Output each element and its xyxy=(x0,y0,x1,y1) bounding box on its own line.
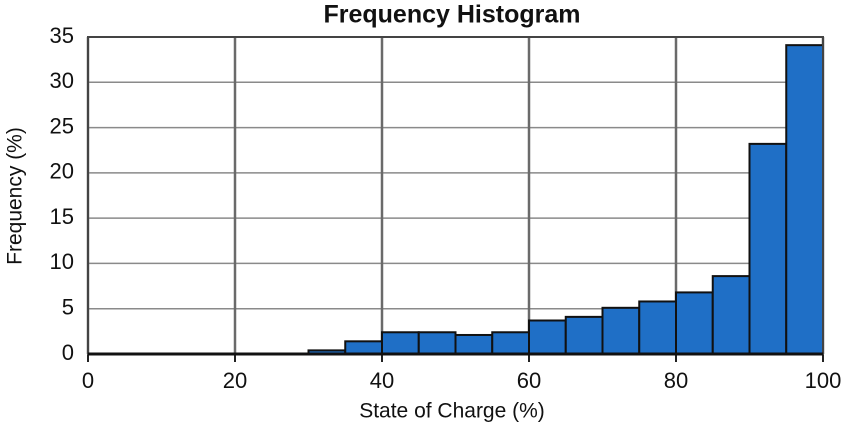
bar xyxy=(528,319,567,356)
bar xyxy=(564,315,604,356)
y-tick-label: 30 xyxy=(50,68,74,93)
y-tick-label: 0 xyxy=(62,340,74,365)
x-tick-label: 0 xyxy=(82,368,94,393)
bar xyxy=(601,306,641,355)
bar xyxy=(344,340,383,356)
y-tick-label: 15 xyxy=(50,204,74,229)
x-tick-label: 20 xyxy=(223,368,247,393)
bar xyxy=(748,142,788,355)
y-tick-label: 10 xyxy=(50,249,74,274)
y-tick-label: 25 xyxy=(50,113,74,138)
bar xyxy=(638,300,677,355)
x-tick-label: 80 xyxy=(664,368,688,393)
bar xyxy=(417,331,457,355)
y-tick-label: 35 xyxy=(50,23,74,48)
bar xyxy=(675,291,714,356)
bar xyxy=(785,44,824,355)
bar xyxy=(381,331,420,355)
x-tick-label: 60 xyxy=(517,368,541,393)
y-tick-label: 20 xyxy=(50,159,74,184)
x-tick-label: 100 xyxy=(805,368,842,393)
bar xyxy=(454,333,494,356)
bar xyxy=(711,275,751,356)
x-axis-label: State of Charge (%) xyxy=(359,400,545,423)
bar xyxy=(491,331,530,355)
y-axis-label: Frequency (%) xyxy=(4,127,27,265)
y-tick-label: 5 xyxy=(62,295,74,320)
x-tick-label: 40 xyxy=(370,368,394,393)
chart-title: Frequency Histogram xyxy=(323,1,580,29)
